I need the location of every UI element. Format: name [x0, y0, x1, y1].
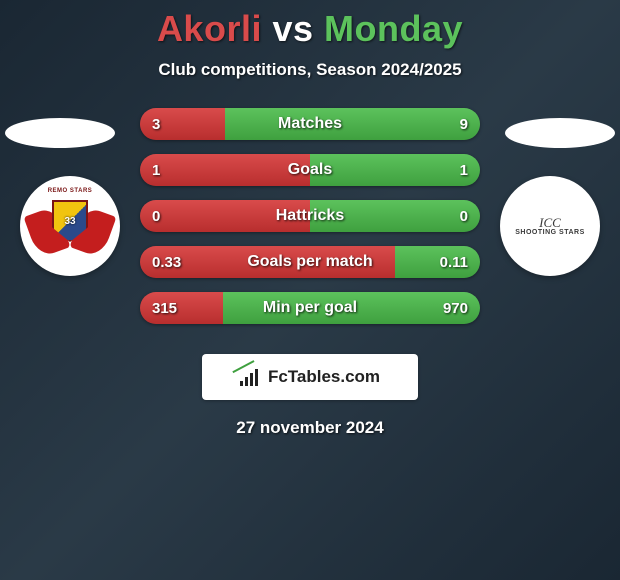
left-bar-segment — [140, 200, 310, 232]
right-bar-segment — [225, 108, 480, 140]
right-platform — [505, 118, 615, 148]
brand-logo: FcTables.com — [202, 354, 418, 400]
crest-arc-text: REMO STARS — [30, 188, 110, 194]
left-bar-segment — [140, 154, 310, 186]
icc-main-text: ICC — [515, 216, 584, 229]
subtitle: Club competitions, Season 2024/2025 — [0, 60, 620, 80]
left-club-badge: REMO STARS 33 — [20, 176, 120, 276]
left-bar-segment — [140, 246, 395, 278]
bar-chart-icon — [240, 368, 262, 386]
right-bar-segment — [223, 292, 480, 324]
player1-name: Akorli — [157, 8, 262, 49]
right-bar-segment — [310, 200, 480, 232]
date-text: 27 november 2024 — [0, 418, 620, 438]
stat-row: Min per goal315970 — [140, 292, 480, 324]
brand-text: FcTables.com — [268, 367, 380, 387]
left-bar-segment — [140, 292, 223, 324]
page-title: Akorli vs Monday — [0, 0, 620, 50]
right-club-badge: ICC SHOOTING STARS — [500, 176, 600, 276]
right-bar-segment — [395, 246, 480, 278]
icc-sub-text: SHOOTING STARS — [515, 229, 584, 236]
left-platform — [5, 118, 115, 148]
vs-separator: vs — [272, 8, 313, 49]
left-bar-segment — [140, 108, 225, 140]
stat-row: Matches39 — [140, 108, 480, 140]
right-bar-segment — [310, 154, 480, 186]
player2-name: Monday — [324, 8, 463, 49]
comparison-infographic: Akorli vs Monday Club competitions, Seas… — [0, 0, 620, 580]
icc-crest: ICC SHOOTING STARS — [510, 186, 590, 266]
stat-row: Hattricks00 — [140, 200, 480, 232]
stat-row: Goals11 — [140, 154, 480, 186]
crest-number: 33 — [64, 216, 75, 227]
stats-arena: REMO STARS 33 ICC SHOOTING STARS Matches… — [0, 108, 620, 338]
stat-bars-container: Matches39 Goals11 Hattricks00 Goals per mat… — [140, 108, 480, 338]
remo-stars-crest: REMO STARS 33 — [30, 186, 110, 266]
stat-row: Goals per match0.330.11 — [140, 246, 480, 278]
